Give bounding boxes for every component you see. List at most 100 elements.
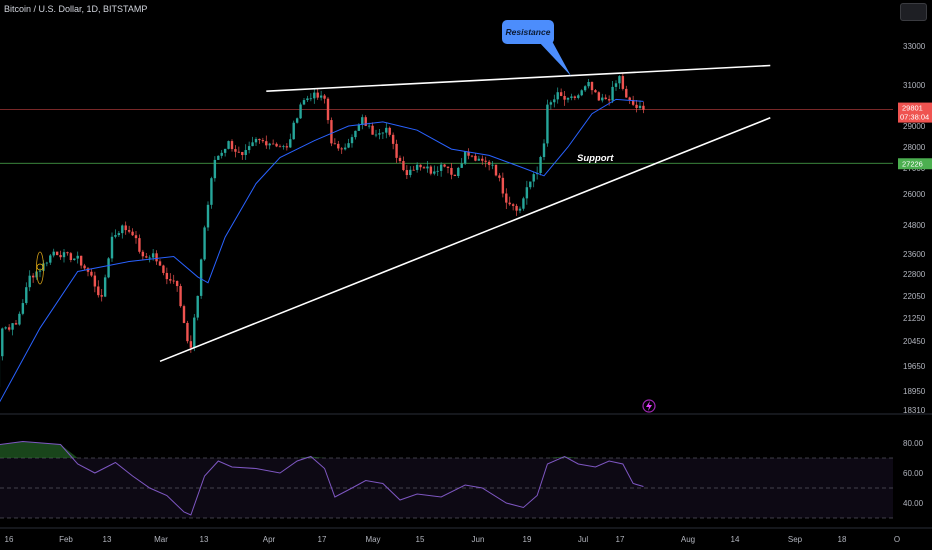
candle-body <box>443 164 446 167</box>
rsi-tick-label: 60.00 <box>903 469 924 478</box>
price-tick-label: 28000 <box>903 143 926 152</box>
candle-body <box>618 76 621 84</box>
time-tick-label: Aug <box>681 535 695 544</box>
candle-body <box>319 95 323 98</box>
candle-body <box>364 117 367 126</box>
candle-body <box>134 235 138 239</box>
candle-body <box>522 198 525 209</box>
candle-body <box>210 178 213 205</box>
candle-body <box>25 287 28 304</box>
time-tick-label: 13 <box>103 535 112 544</box>
candle-body <box>234 149 237 152</box>
candle-body <box>59 255 62 258</box>
candle-body <box>570 96 573 98</box>
resistance-label: Resistance <box>506 27 551 37</box>
candle-body <box>182 306 186 323</box>
candle-body <box>282 146 285 148</box>
rsi-overbought-fill <box>0 441 644 458</box>
candle-body <box>83 265 86 269</box>
candle-body <box>532 174 535 182</box>
candle-body <box>350 137 354 144</box>
candle-body <box>52 251 55 256</box>
candle-body <box>556 92 559 100</box>
candle-body <box>385 127 388 133</box>
time-tick-label: 13 <box>200 535 209 544</box>
layout-menu-button[interactable] <box>900 3 927 21</box>
candle-body <box>66 252 69 254</box>
candle-body <box>446 166 450 168</box>
resistance-callout <box>502 20 554 44</box>
candle-body <box>313 92 316 99</box>
candle-body <box>275 143 278 147</box>
candle-body <box>542 143 546 157</box>
candle-body <box>642 105 645 110</box>
price-tick-label: 33000 <box>903 42 926 51</box>
candle-body <box>546 104 549 144</box>
candle-body <box>145 256 148 258</box>
candle-body <box>21 303 25 314</box>
countdown-tag-value: 07:38:04 <box>900 113 929 122</box>
time-tick-label: 17 <box>616 535 625 544</box>
last-price-tag-value: 29801 <box>902 104 923 113</box>
price-tick-label: 21250 <box>903 314 926 323</box>
candle-body <box>69 253 73 261</box>
candle-body <box>553 99 556 103</box>
highlight-ellipse <box>36 251 44 285</box>
price-tick-label: 24800 <box>903 221 926 230</box>
candle-body <box>426 166 429 169</box>
resistance-trendline <box>266 64 771 92</box>
candle-body <box>289 139 292 148</box>
candle-body <box>14 323 18 325</box>
candle-body <box>79 255 83 266</box>
candle-body <box>31 275 35 278</box>
candle-body <box>117 233 121 236</box>
candle-body <box>374 134 378 136</box>
candle-body <box>525 187 529 199</box>
candle-body <box>614 83 618 87</box>
candle-body <box>398 157 402 162</box>
candle-body <box>251 142 254 147</box>
support-label: Support <box>577 153 614 164</box>
candle-body <box>49 255 52 263</box>
candle-body <box>292 122 295 140</box>
candle-body <box>611 86 614 101</box>
price-tick-label: 19650 <box>903 362 926 371</box>
candle-body <box>481 158 484 161</box>
candle-body <box>621 76 625 89</box>
candle-body <box>179 286 182 307</box>
candle-body <box>100 295 103 297</box>
candle-body <box>439 164 443 171</box>
candle-body <box>306 98 309 101</box>
candle-body <box>110 236 114 259</box>
candle-body <box>237 151 241 153</box>
support-level-tag <box>898 158 932 170</box>
candle-body <box>405 170 409 176</box>
candle-body <box>254 138 258 143</box>
price-tick-label: 22050 <box>903 292 926 301</box>
annotations: Resistance Support <box>36 20 656 413</box>
candle-body <box>247 146 251 151</box>
event-icon <box>642 399 656 413</box>
candle-body <box>378 133 381 135</box>
candle-body <box>559 92 563 96</box>
candle-body <box>340 148 343 150</box>
candle-body <box>388 127 391 135</box>
candle-body <box>265 141 268 146</box>
candle-body <box>518 208 522 211</box>
candle-body <box>189 341 193 348</box>
last-price-tag <box>898 102 932 123</box>
candle-body <box>55 251 59 256</box>
candle-body <box>491 164 494 166</box>
time-tick-label: Feb <box>59 535 73 544</box>
candle-body <box>148 257 151 259</box>
candle-body <box>76 255 79 259</box>
candle-body <box>330 120 333 144</box>
candle-body <box>422 167 426 169</box>
candle-body <box>316 92 319 98</box>
candle-body <box>457 167 460 176</box>
candle-body <box>121 225 124 234</box>
candle-body <box>241 151 244 156</box>
candle-body <box>361 117 364 125</box>
